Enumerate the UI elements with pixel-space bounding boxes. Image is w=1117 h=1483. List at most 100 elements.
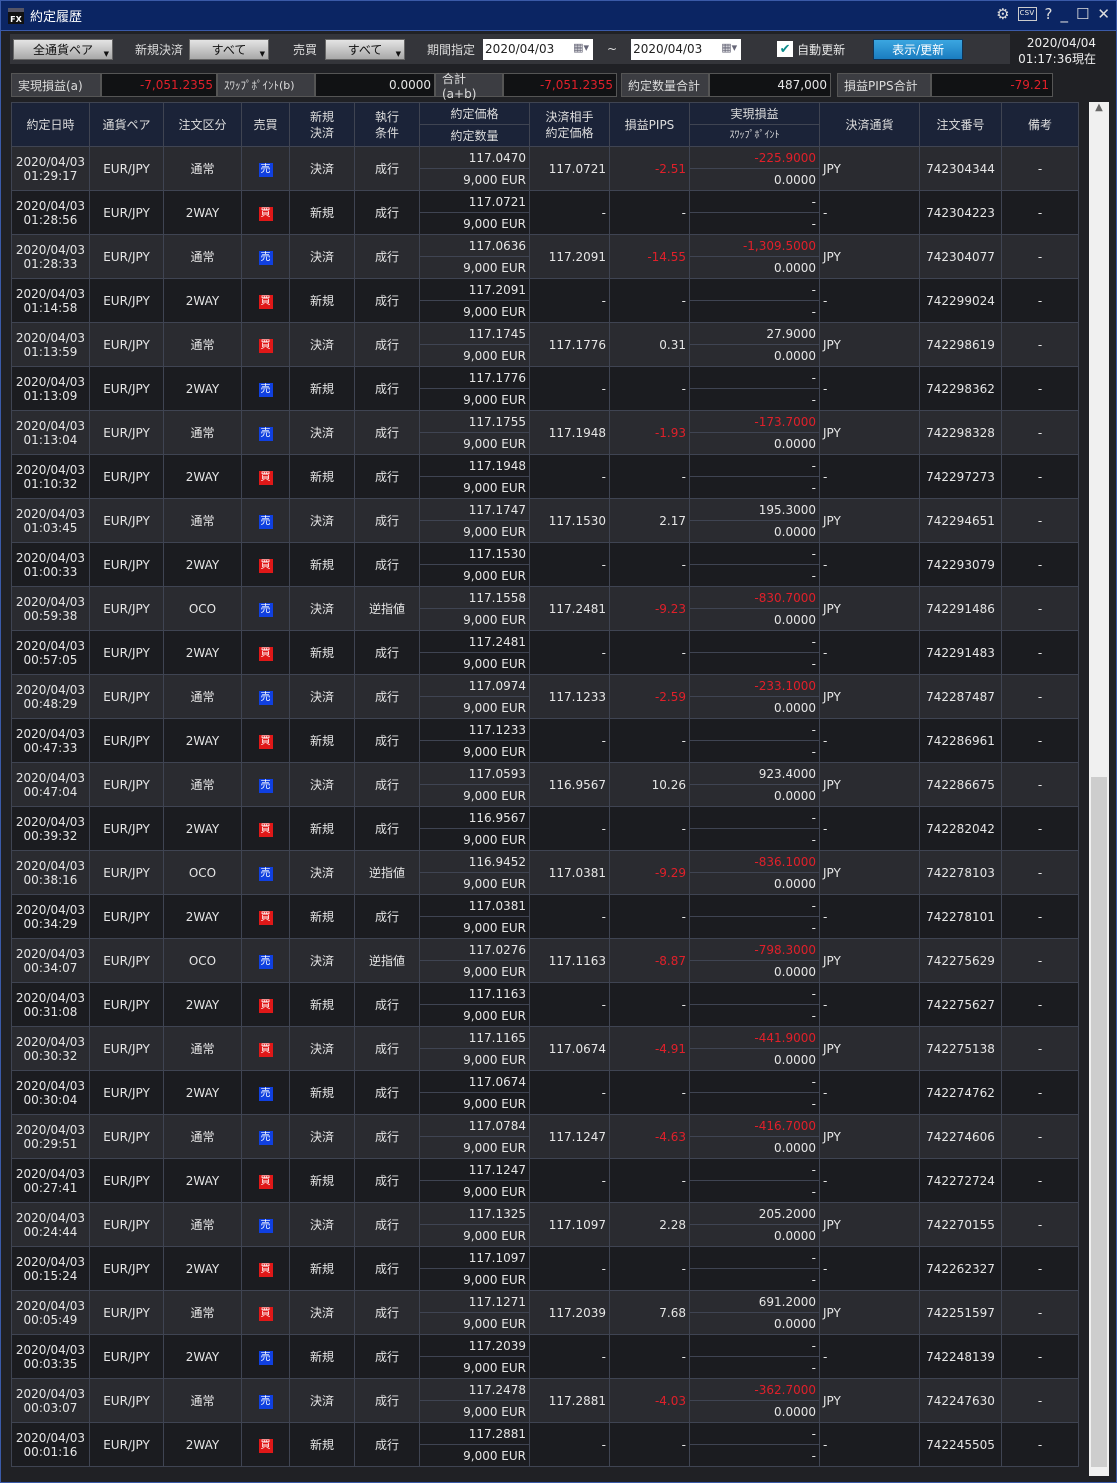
table-row-sub[interactable]: 9,000 EUR - (12, 564, 1079, 587)
table-row-sub[interactable]: 9,000 EUR - (12, 828, 1079, 851)
table-row[interactable]: 2020/04/03 00:05:49 EUR/JPY 通常 買 決済 成行 117.1271… (11, 1290, 1079, 1335)
help-icon[interactable]: ? (1044, 5, 1053, 23)
table-row-sub[interactable]: 9,000 EUR - (12, 1092, 1079, 1115)
table-row[interactable]: 2020/04/03 00:39:32 EUR/JPY 2WAY 買 新規 成行 116.95… (11, 806, 1079, 851)
settlement-currency: - (819, 806, 920, 851)
table-row[interactable]: 2020/04/03 00:15:24 EUR/JPY 2WAY 買 新規 成行 117.10… (11, 1246, 1079, 1291)
table-row[interactable]: 2020/04/03 00:03:07 EUR/JPY 通常 売 決済 成行 117.2478… (11, 1378, 1079, 1423)
table-row-sub[interactable]: 9,000 EUR 0.0000 (12, 784, 1079, 807)
trade-price: 117.1948 (419, 454, 530, 477)
col-pips[interactable]: 損益PIPS (609, 102, 690, 147)
table-row-sub[interactable]: 9,000 EUR 0.0000 (12, 872, 1079, 895)
scrollbar-thumb[interactable] (1091, 777, 1107, 1467)
table-row-sub[interactable]: 9,000 EUR - (12, 740, 1079, 763)
table-row-sub[interactable]: 9,000 EUR 0.0000 (12, 168, 1079, 191)
table-row[interactable]: 2020/04/03 00:59:38 EUR/JPY OCO 売 決済 逆指値 117.15… (11, 586, 1079, 631)
col-note[interactable]: 備考 (1001, 102, 1079, 147)
csv-icon[interactable]: csv (1017, 7, 1037, 21)
table-row[interactable]: 2020/04/03 00:01:16 EUR/JPY 2WAY 買 新規 成行 117.28… (11, 1422, 1079, 1467)
col-new-close[interactable]: 新規 決済 (289, 102, 355, 147)
col-order-type[interactable]: 注文区分 (163, 102, 242, 147)
table-row-sub[interactable]: 9,000 EUR 0.0000 (12, 1048, 1079, 1071)
settlement-currency: JPY (819, 674, 920, 719)
table-row[interactable]: 2020/04/03 00:27:41 EUR/JPY 2WAY 買 新規 成行 117.12… (11, 1158, 1079, 1203)
col-datetime[interactable]: 約定日時 (11, 102, 90, 147)
col-pair[interactable]: 通貨ペア (89, 102, 164, 147)
table-row-sub[interactable]: 9,000 EUR - (12, 300, 1079, 323)
pips: 2.28 (609, 1202, 690, 1247)
table-row-sub[interactable]: 9,000 EUR - (12, 1356, 1079, 1379)
table-row-sub[interactable]: 9,000 EUR - (12, 212, 1079, 235)
side-select[interactable]: すべて (325, 38, 406, 60)
table-row[interactable]: 2020/04/03 01:14:58 EUR/JPY 2WAY 買 新規 成行 117.20… (11, 278, 1079, 323)
auto-update-checkbox[interactable]: ✔ (777, 41, 794, 57)
table-row[interactable]: 2020/04/03 00:34:29 EUR/JPY 2WAY 買 新規 成行 117.03… (11, 894, 1079, 939)
table-row[interactable]: 2020/04/03 01:29:17 EUR/JPY 通常 売 決済 成行 117.0470… (11, 146, 1079, 191)
table-row[interactable]: 2020/04/03 00:30:32 EUR/JPY 通常 買 決済 成行 117.1165… (11, 1026, 1079, 1071)
settlement-currency: - (819, 1422, 920, 1467)
col-pnl[interactable]: 実現損益 (689, 102, 820, 125)
col-currency[interactable]: 決済通貨 (819, 102, 920, 147)
table-row[interactable]: 2020/04/03 00:57:05 EUR/JPY 2WAY 買 新規 成行 117.24… (11, 630, 1079, 675)
table-row[interactable]: 2020/04/03 00:24:44 EUR/JPY 通常 売 決済 成行 117.1325… (11, 1202, 1079, 1247)
table-row-sub[interactable]: 9,000 EUR 0.0000 (12, 520, 1079, 543)
date-from-input[interactable]: 2020/04/03 ▦▾ (483, 38, 594, 60)
table-row[interactable]: 2020/04/03 00:34:07 EUR/JPY OCO 売 決済 逆指値 117.02… (11, 938, 1079, 983)
table-row[interactable]: 2020/04/03 00:29:51 EUR/JPY 通常 売 決済 成行 117.0784… (11, 1114, 1079, 1159)
table-row-sub[interactable]: 9,000 EUR 0.0000 (12, 608, 1079, 631)
table-row[interactable]: 2020/04/03 01:13:09 EUR/JPY 2WAY 売 新規 成行 117.17… (11, 366, 1079, 411)
table-row-sub[interactable]: 9,000 EUR - (12, 1268, 1079, 1291)
maximize-icon[interactable]: ☐ (1075, 5, 1090, 23)
col-side[interactable]: 売買 (241, 102, 290, 147)
refresh-button[interactable]: 表示/更新 (873, 38, 964, 60)
calendar-icon[interactable]: ▦▾ (721, 40, 738, 54)
table-row-sub[interactable]: 9,000 EUR 0.0000 (12, 1312, 1079, 1335)
table-row-sub[interactable]: 9,000 EUR - (12, 652, 1079, 675)
table-row[interactable]: 2020/04/03 01:28:56 EUR/JPY 2WAY 買 新規 成行 117.07… (11, 190, 1079, 235)
table-row[interactable]: 2020/04/03 01:13:04 EUR/JPY 通常 売 決済 成行 117.1755… (11, 410, 1079, 455)
table-row[interactable]: 2020/04/03 00:03:35 EUR/JPY 2WAY 売 新規 成行 117.20… (11, 1334, 1079, 1379)
date-to-input[interactable]: 2020/04/03 ▦▾ (631, 38, 742, 60)
table-row-sub[interactable]: 9,000 EUR 0.0000 (12, 1400, 1079, 1423)
minimize-icon[interactable]: _ (1060, 5, 1068, 23)
trade-qty: 9,000 EUR (419, 520, 530, 543)
table-row[interactable]: 2020/04/03 00:48:29 EUR/JPY 通常 売 決済 成行 117.0974… (11, 674, 1079, 719)
vertical-scrollbar[interactable]: ▲ (1089, 102, 1109, 1476)
calendar-icon[interactable]: ▦▾ (573, 40, 590, 54)
table-row[interactable]: 2020/04/03 01:13:59 EUR/JPY 通常 買 決済 成行 117.1745… (11, 322, 1079, 367)
col-swap[interactable]: ｽﾜｯﾌﾟﾎﾟｲﾝﾄ (689, 124, 820, 147)
table-row[interactable]: 2020/04/03 00:38:16 EUR/JPY OCO 売 決済 逆指値 116.94… (11, 850, 1079, 895)
table-row-sub[interactable]: 9,000 EUR 0.0000 (12, 1224, 1079, 1247)
settlement-currency: - (819, 1158, 920, 1203)
table-row[interactable]: 2020/04/03 01:03:45 EUR/JPY 通常 売 決済 成行 117.1747… (11, 498, 1079, 543)
table-row[interactable]: 2020/04/03 01:28:33 EUR/JPY 通常 売 決済 成行 117.0636… (11, 234, 1079, 279)
table-row[interactable]: 2020/04/03 01:00:33 EUR/JPY 2WAY 買 新規 成行 117.15… (11, 542, 1079, 587)
note: - (1001, 234, 1079, 279)
table-row-sub[interactable]: 9,000 EUR 0.0000 (12, 960, 1079, 983)
table-row[interactable]: 2020/04/03 01:10:32 EUR/JPY 2WAY 買 新規 成行 117.19… (11, 454, 1079, 499)
table-row-sub[interactable]: 9,000 EUR - (12, 1004, 1079, 1027)
col-qty[interactable]: 約定数量 (419, 124, 530, 147)
table-row-sub[interactable]: 9,000 EUR 0.0000 (12, 256, 1079, 279)
col-order-no[interactable]: 注文番号 (919, 102, 1002, 147)
col-close-price[interactable]: 決済相手 約定価格 (529, 102, 610, 147)
col-condition[interactable]: 執行 条件 (354, 102, 420, 147)
currency-pair-select[interactable]: 全通貨ペア (13, 38, 113, 60)
realized-pnl: -836.1000 (689, 850, 820, 873)
table-row[interactable]: 2020/04/03 00:31:08 EUR/JPY 2WAY 買 新規 成行 117.11… (11, 982, 1079, 1027)
order-type: 通常 (163, 1378, 242, 1423)
settings-icon[interactable]: ⚙ (996, 5, 1010, 23)
new-close-select[interactable]: すべて (189, 38, 270, 60)
col-price[interactable]: 約定価格 (419, 102, 530, 125)
table-row-sub[interactable]: 9,000 EUR - (12, 388, 1079, 411)
scroll-up-icon[interactable]: ▲ (1095, 102, 1103, 113)
table-row-sub[interactable]: 9,000 EUR - (12, 1444, 1079, 1467)
table-row[interactable]: 2020/04/03 00:47:04 EUR/JPY 通常 売 決済 成行 117.0593… (11, 762, 1079, 807)
table-row[interactable]: 2020/04/03 00:47:33 EUR/JPY 2WAY 買 新規 成行 117.12… (11, 718, 1079, 763)
realized-pnl: - (689, 1422, 820, 1445)
table-row[interactable]: 2020/04/03 00:30:04 EUR/JPY 2WAY 売 新規 成行 117.06… (11, 1070, 1079, 1115)
trade-price: 117.0721 (419, 190, 530, 213)
table-row-sub[interactable]: 9,000 EUR - (12, 1180, 1079, 1203)
table-row-sub[interactable]: 9,000 EUR 0.0000 (12, 696, 1079, 719)
close-icon[interactable]: ✕ (1097, 5, 1110, 23)
